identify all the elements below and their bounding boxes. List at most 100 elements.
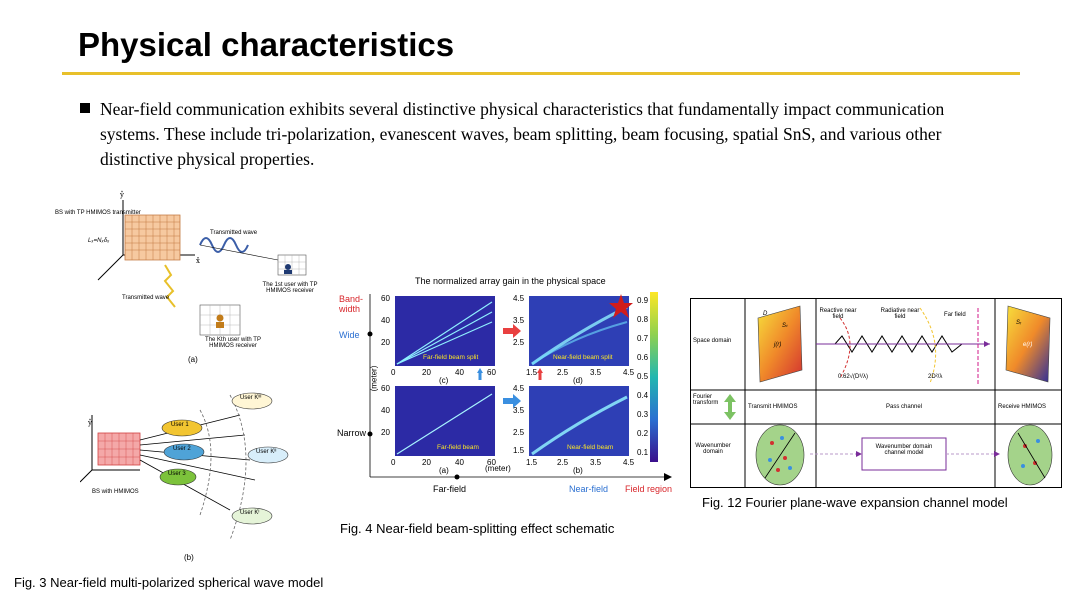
fig12-pass: Pass channel (886, 404, 923, 410)
fig4-near-field: Near-field (569, 484, 609, 494)
fig4-ytick: 40 (381, 406, 390, 415)
fig4-panel-b-id: (b) (573, 466, 583, 475)
fig4-panel-b-label: Near-field beam (567, 444, 614, 451)
fig4-ytick: 20 (381, 428, 390, 437)
fig4-xlabel: (meter) (485, 464, 511, 473)
colorbar-tick: 0.4 (637, 391, 649, 400)
fig4-ytick-r: 1.5 (513, 446, 525, 455)
fig4-xtick-r: 1.5 (526, 368, 538, 377)
fig12-row-fourier: Fourier transform (693, 394, 719, 406)
fig3a-tx-wave-bottom: Transmitted wave (122, 295, 170, 301)
fig12-reactive: Reactive near field (819, 308, 857, 320)
fig4-ytick: 60 (381, 294, 390, 303)
colorbar-tick: 0.7 (637, 334, 649, 343)
svg-text:ŷ: ŷ (119, 191, 124, 199)
fig4-panel-c-id: (c) (439, 376, 449, 385)
fig4-panel-d-label: Near-field beam split (553, 354, 613, 361)
colorbar-tick: 0.8 (637, 315, 649, 324)
fig3b-panel-id: (b) (184, 553, 194, 562)
fig3b-user3: User 3 (168, 471, 186, 477)
fig4-panel-d-id: (d) (573, 376, 583, 385)
fig4-xtick: 0 (391, 368, 396, 377)
colorbar-tick: 0.9 (637, 296, 649, 305)
fig4-panel-c-label: Far-field beam split (423, 354, 479, 361)
fig4-bandwidth-label: Band- width (339, 294, 364, 314)
fig4-xtick-r: 4.5 (623, 458, 635, 467)
fig4-xtick: 60 (487, 368, 496, 377)
title-underline (62, 72, 1020, 75)
fig4-ytick-r: 3.5 (513, 316, 525, 325)
fig4-xtick-r: 2.5 (557, 368, 569, 377)
fig12-caption: Fig. 12 Fourier plane-wave expansion cha… (702, 495, 1008, 510)
fig3-caption: Fig. 3 Near-field multi-polarized spheri… (14, 575, 324, 590)
fig4-xtick: 20 (422, 458, 431, 467)
fig12-channel-box: Wavenumber domain channel model (875, 444, 933, 456)
bullet-text: Near-field communication exhibits severa… (100, 99, 945, 169)
fig12-far: Far field (944, 312, 966, 318)
fig3a-dims-label: Lₓ=Nₓδₓ (88, 238, 110, 244)
fig4-xtick: 40 (455, 368, 464, 377)
fig12-receive: Receive HMIMOS (998, 404, 1047, 410)
fig3-panel-b: ŷ User 1 User 2 User 3 User Kᴵᴵᴵ User Kᴵ… (79, 385, 340, 565)
colorbar-tick: 0.5 (637, 372, 649, 381)
fig3b-userk-2: User Kᴵᴵ (256, 449, 277, 455)
fig4-title: The normalized array gain in the physica… (415, 276, 606, 286)
svg-text:ŷ: ŷ (87, 419, 92, 427)
fig3b-bs-label: BS with HMIMOS (92, 489, 139, 495)
fig4-plots (367, 292, 672, 481)
fig12-diagram (690, 298, 1062, 488)
colorbar-tick: 0.6 (637, 353, 649, 362)
fig4-wide-label: Wide (339, 330, 360, 340)
fig4-panel-a-label: Far-field beam (437, 444, 479, 451)
bullet-square-icon (80, 103, 90, 113)
fig4-caption: Fig. 4 Near-field beam-splitting effect … (340, 521, 615, 536)
fig4-xtick-r: 2.5 (557, 458, 569, 467)
fig4-ytick-r: 4.5 (513, 294, 525, 303)
fig3b-user1: User 1 (171, 422, 189, 428)
colorbar-tick: 0.1 (637, 448, 649, 457)
fig12-formula-left: 0.62√(D³/λ) (838, 374, 868, 380)
svg-text:x̂: x̂ (196, 256, 200, 265)
fig12-row-wavenumber: Wavenumber domain (695, 443, 731, 455)
fig3a-user1-label: The 1st user with TP HMIMOS receiver (262, 282, 318, 294)
fig12-jr: j(r) (774, 342, 782, 348)
fig4-ytick: 20 (381, 338, 390, 347)
bs-panel-grid (124, 214, 181, 261)
fig12-er: e(r) (1023, 342, 1033, 348)
fig3b-userk-1: User Kᴵᴵᴵ (240, 395, 262, 401)
fig3-panel-a: ŷ x̂ BS with TP HMIMOS transmitter Lₓ=Nₓ… (50, 185, 340, 365)
fig4-ytick-r: 2.5 (513, 428, 525, 437)
colorbar-tick: 0.3 (637, 410, 649, 419)
fig4-xtick-r: 1.5 (526, 458, 538, 467)
fig4-xtick: 20 (422, 368, 431, 377)
fig3a-userk-label: The Kth user with TP HMIMOS receiver (205, 337, 261, 349)
fig3a-diagram: ŷ x̂ (97, 191, 307, 336)
slide-title: Physical characteristics (78, 26, 455, 63)
fig4-xtick-r: 4.5 (623, 368, 635, 377)
fig3b-user2: User 2 (173, 446, 191, 452)
fig4-ytick-r: 4.5 (513, 384, 525, 393)
fig12-d: D (763, 311, 768, 317)
fig12-transmit: Transmit HMIMOS (748, 404, 798, 410)
fig4-xtick-r: 3.5 (590, 368, 602, 377)
fig4: The normalized array gain in the physica… (337, 272, 677, 502)
fig3b-diagram: ŷ (79, 392, 289, 541)
fig12: Space domain Fourier transform Wavenumbe… (690, 298, 1062, 488)
fig3a-panel-id: (a) (188, 355, 198, 364)
colorbar-tick: 0.2 (637, 429, 649, 438)
fig3a-bs-label: BS with TP HMIMOS transmitter (55, 210, 141, 216)
fig4-far-field: Far-field (433, 484, 467, 494)
fig12-formula-right: 2D²/λ (928, 374, 943, 380)
fig4-narrow-label: Narrow (337, 428, 367, 438)
fig4-ytick-r: 3.5 (513, 406, 525, 415)
fig4-panel-a-id: (a) (439, 466, 449, 475)
fig3a-tx-wave-top: Transmitted wave (210, 230, 258, 236)
fig4-field-region: Field region (625, 484, 673, 494)
fig3b-userk-3: User Kᴵ (240, 510, 260, 516)
fig4-ytick: 40 (381, 316, 390, 325)
fig12-st: Sₜ (782, 323, 788, 329)
fig4-xtick-r: 3.5 (590, 458, 602, 467)
fig12-radiative: Radiative near field (880, 308, 920, 320)
fig4-ytick-r: 2.5 (513, 338, 525, 347)
fig4-xtick: 60 (487, 458, 496, 467)
